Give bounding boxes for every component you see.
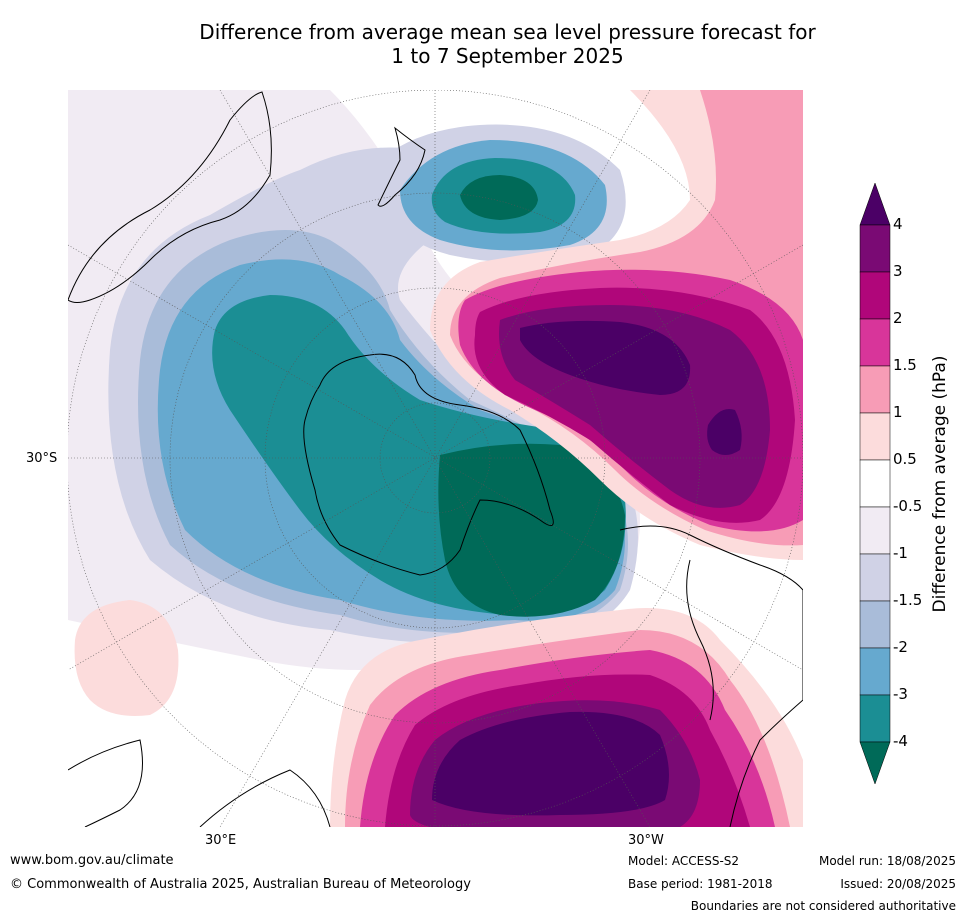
colorbar-tick-label: 4 — [893, 215, 903, 233]
coast-south-america — [619, 525, 803, 827]
contour-neg-4 — [438, 443, 625, 617]
footer-disclaimer: Boundaries are not considered authoritat… — [690, 899, 956, 913]
colorbar-band — [859, 459, 891, 508]
footer-model-run: Model run: 18/08/2025 — [818, 854, 956, 868]
colorbar-band — [859, 694, 891, 743]
colorbar-tick-label: -3 — [893, 685, 908, 703]
colorbar-band — [859, 506, 891, 555]
footer-base-period: Base period: 1981-2018 — [628, 877, 773, 891]
contour-pos-0.5-west — [74, 600, 179, 716]
footer-website[interactable]: www.bom.gov.au/climate — [10, 853, 174, 868]
colorbar-band — [859, 647, 891, 696]
colorbar — [859, 182, 891, 785]
colorbar-tick-label: -2 — [893, 638, 908, 656]
graticule-meridian-30w — [219, 90, 651, 827]
colorbar-tick-label: 0.5 — [893, 450, 917, 468]
lon-label-30w: 30°W — [628, 833, 664, 848]
coast-africa — [68, 739, 331, 827]
colorbar-extend-bottom — [859, 741, 891, 785]
colorbar-title: Difference from average (hPa) — [930, 355, 950, 613]
colorbar-tick-label: -4 — [893, 732, 908, 750]
colorbar-tick-label: 1 — [893, 403, 903, 421]
colorbar-band — [859, 412, 891, 461]
graticule-meridian-60e — [68, 244, 803, 671]
title-line-1: Difference from average mean sea level p… — [199, 20, 816, 44]
colorbar-tick-label: -1 — [893, 544, 908, 562]
footer-copyright: © Commonwealth of Australia 2025, Austra… — [10, 877, 471, 892]
coast-antarctica — [303, 353, 554, 576]
graticule-meridian-60w — [68, 244, 803, 671]
title-line-2: 1 to 7 September 2025 — [391, 44, 624, 68]
coastlines — [68, 91, 803, 827]
colorbar-tick-label: -0.5 — [893, 497, 923, 515]
colorbar-tick-label: 1.5 — [893, 356, 917, 374]
colorbar-band — [859, 600, 891, 649]
map-title: Difference from average mean sea level p… — [100, 20, 915, 68]
colorbar-band — [859, 224, 891, 273]
contour-pos-4-south — [432, 711, 669, 816]
colorbar-extend-top — [859, 182, 891, 226]
contour-pos-4-east — [520, 320, 691, 395]
lon-label-30e: 30°E — [205, 833, 237, 848]
colorbar-band — [859, 271, 891, 320]
coast-australia — [68, 91, 272, 303]
contour-neg-4-nz — [460, 175, 538, 220]
graticule — [68, 90, 803, 827]
lat-label-30s: 30°S — [26, 451, 58, 466]
colorbar-tick-label: 2 — [893, 309, 903, 327]
coast-new-zealand — [377, 126, 426, 207]
colorbar-band — [859, 365, 891, 414]
colorbar-band — [859, 553, 891, 602]
contour-pos-4-east-small — [707, 409, 742, 455]
colorbar-tick-label: 3 — [893, 262, 903, 280]
colorbar-band — [859, 318, 891, 367]
colorbar-tick-label: -1.5 — [893, 591, 923, 609]
footer-issued: Issued: 20/08/2025 — [840, 877, 956, 891]
footer-model: Model: ACCESS-S2 — [628, 854, 740, 868]
